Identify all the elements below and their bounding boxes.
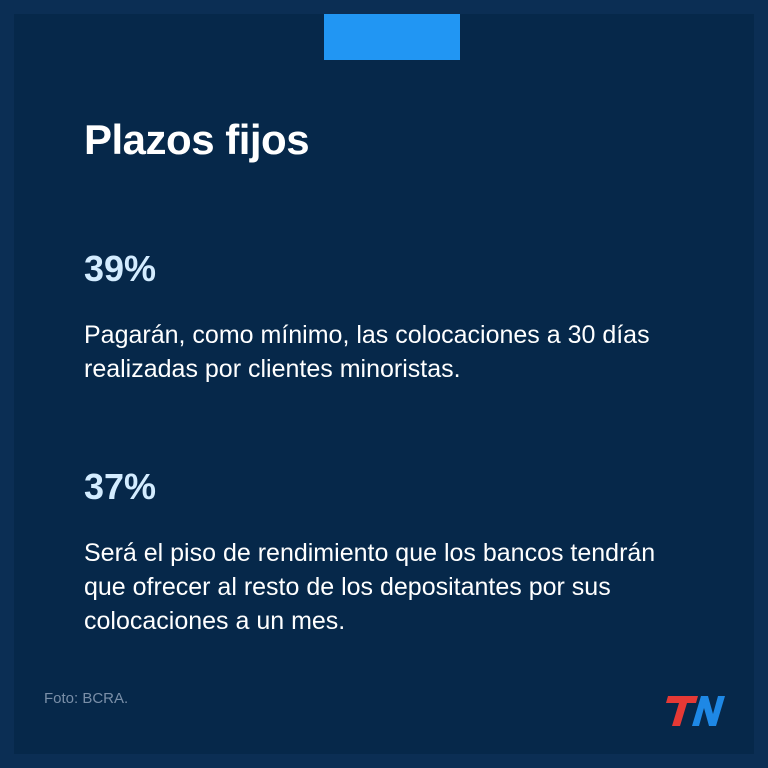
info-card bbox=[14, 14, 754, 754]
accent-tab bbox=[324, 14, 460, 60]
stat-value-2: 37% bbox=[84, 466, 157, 507]
page-title: Plazos fijos bbox=[84, 116, 310, 163]
stat-description-1: Pagarán, como mínimo, las colocaciones a… bbox=[84, 321, 650, 383]
photo-credit: Foto: BCRA. bbox=[44, 690, 129, 707]
stat-description-2: Será el piso de rendimiento que los banc… bbox=[84, 539, 656, 635]
stat-value-1: 39% bbox=[84, 248, 157, 289]
tn-logo-icon bbox=[666, 696, 725, 726]
